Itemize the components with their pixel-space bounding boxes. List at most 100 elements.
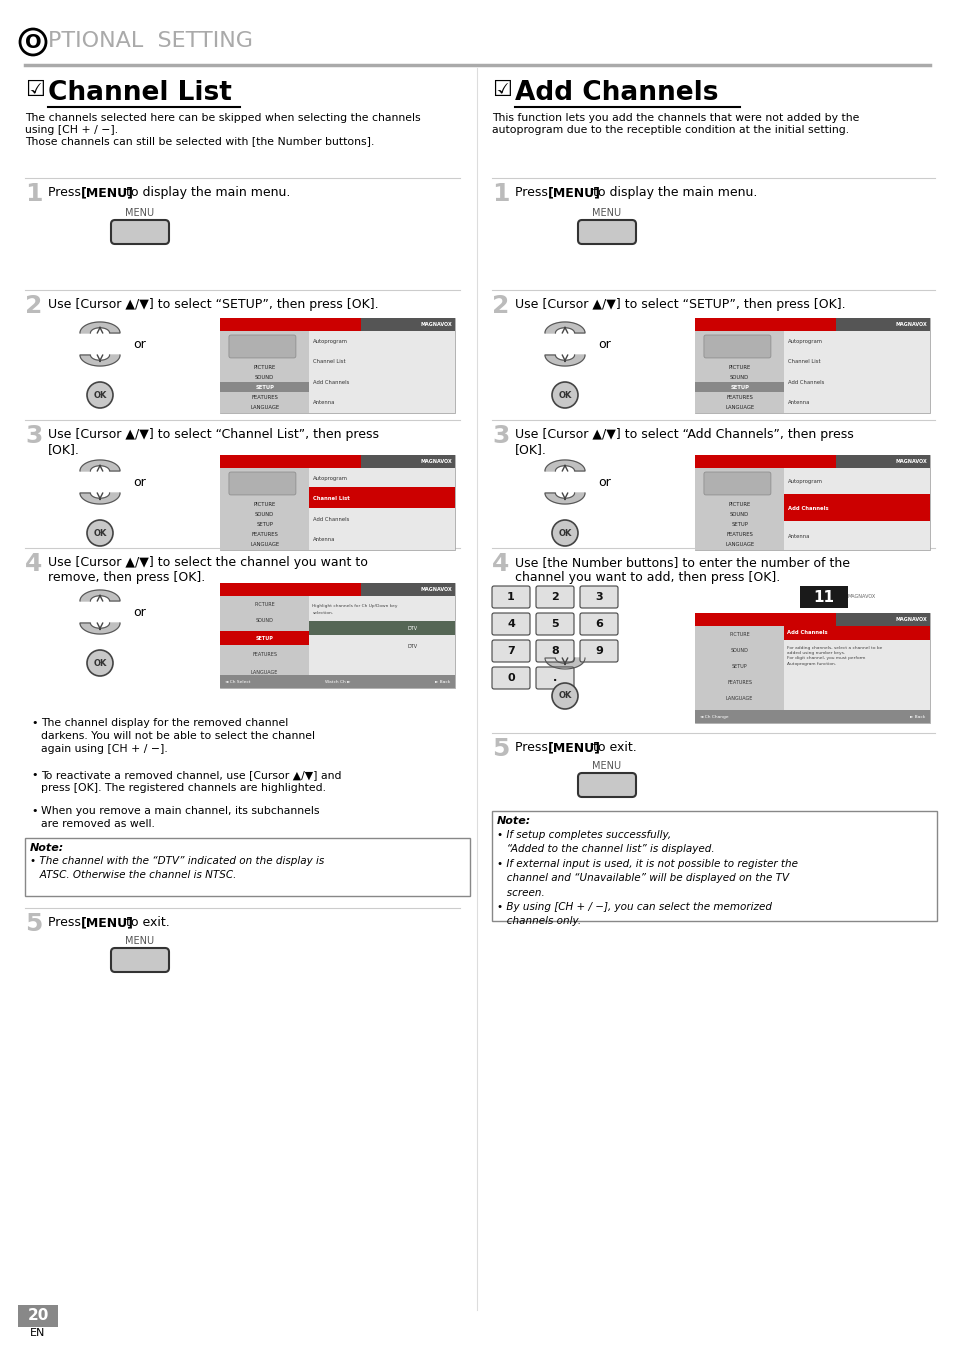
Text: MENU: MENU: [592, 208, 621, 218]
Text: 9: 9: [595, 646, 602, 656]
Text: MENU: MENU: [592, 762, 621, 771]
Bar: [783, 625, 929, 640]
Bar: [309, 488, 455, 508]
Text: 0: 0: [507, 673, 515, 683]
Text: PTIONAL  SETTING: PTIONAL SETTING: [48, 31, 253, 51]
Text: 5: 5: [25, 913, 42, 936]
Text: Channel List: Channel List: [313, 360, 346, 364]
Bar: [25, 838, 470, 896]
Text: LANGUAGE: LANGUAGE: [250, 542, 279, 547]
Bar: [220, 582, 455, 596]
Text: or: or: [133, 607, 146, 619]
Text: 5: 5: [492, 737, 509, 762]
Text: MAGNAVOX: MAGNAVOX: [894, 617, 926, 621]
Polygon shape: [80, 460, 120, 470]
Text: or: or: [598, 338, 611, 350]
Text: Use [Cursor ▲/▼] to select the channel you want to
remove, then press [OK].: Use [Cursor ▲/▼] to select the channel y…: [48, 555, 368, 584]
Bar: [18, 1305, 58, 1326]
Text: MAGNAVOX: MAGNAVOX: [420, 460, 452, 464]
Text: ◄ Ch Select: ◄ Ch Select: [225, 679, 251, 683]
Text: LANGUAGE: LANGUAGE: [250, 406, 279, 410]
Bar: [220, 456, 455, 468]
Bar: [220, 631, 309, 644]
Text: •: •: [30, 806, 37, 816]
Text: ☑: ☑: [25, 80, 45, 100]
Text: Press: Press: [48, 186, 85, 200]
Text: .: .: [553, 673, 557, 683]
Circle shape: [20, 30, 46, 55]
Text: Watch Ch ►: Watch Ch ►: [324, 679, 350, 683]
Circle shape: [552, 520, 578, 546]
Text: PICTURE: PICTURE: [254, 601, 274, 607]
FancyBboxPatch shape: [536, 640, 574, 662]
Text: 1: 1: [492, 182, 509, 206]
FancyBboxPatch shape: [703, 336, 770, 359]
Text: Press: Press: [515, 741, 551, 754]
Bar: [695, 625, 783, 723]
Text: DTV: DTV: [407, 625, 416, 631]
Text: Highlight channels for Ch Up/Down key: Highlight channels for Ch Up/Down key: [312, 604, 397, 608]
Text: Channel List: Channel List: [787, 360, 821, 364]
Text: or: or: [133, 338, 146, 350]
Polygon shape: [544, 493, 584, 504]
Bar: [220, 456, 360, 468]
Bar: [695, 613, 835, 625]
FancyBboxPatch shape: [229, 336, 295, 359]
Bar: [220, 582, 360, 596]
Text: 20: 20: [28, 1309, 49, 1324]
Text: MENU: MENU: [125, 936, 154, 946]
Text: FEATURES: FEATURES: [251, 395, 277, 400]
Text: 1: 1: [507, 592, 515, 603]
Text: 4: 4: [25, 551, 42, 576]
Text: LANGUAGE: LANGUAGE: [725, 696, 753, 701]
Text: 4: 4: [492, 551, 509, 576]
Text: Add Channels: Add Channels: [786, 631, 827, 635]
Circle shape: [87, 520, 112, 546]
Bar: [695, 332, 783, 412]
Text: •: •: [30, 770, 37, 780]
Text: PICTURE: PICTURE: [253, 501, 275, 507]
Text: OK: OK: [93, 391, 107, 399]
FancyBboxPatch shape: [579, 640, 618, 662]
Text: [MENU]: [MENU]: [547, 741, 600, 754]
Text: SOUND: SOUND: [730, 647, 748, 652]
Text: 3: 3: [25, 425, 42, 448]
Text: LANGUAGE: LANGUAGE: [724, 542, 754, 547]
FancyBboxPatch shape: [536, 586, 574, 608]
Circle shape: [87, 381, 112, 408]
Text: SOUND: SOUND: [729, 375, 748, 380]
Text: MAGNAVOX: MAGNAVOX: [894, 322, 926, 328]
Text: OK: OK: [93, 528, 107, 538]
Text: SETUP: SETUP: [254, 386, 274, 390]
Bar: [695, 613, 929, 625]
Bar: [309, 621, 455, 635]
Text: SOUND: SOUND: [254, 512, 274, 516]
Text: ► Back: ► Back: [909, 714, 924, 718]
Text: FEATURES: FEATURES: [726, 679, 751, 685]
Text: FEATURES: FEATURES: [725, 532, 752, 538]
Text: This function lets you add the channels that were not added by the
autoprogram d: This function lets you add the channels …: [492, 113, 859, 135]
Text: Use [Cursor ▲/▼] to select “SETUP”, then press [OK].: Use [Cursor ▲/▼] to select “SETUP”, then…: [48, 298, 378, 311]
Polygon shape: [80, 355, 120, 367]
Text: O: O: [25, 32, 41, 51]
FancyBboxPatch shape: [578, 220, 636, 244]
Text: SETUP: SETUP: [729, 386, 748, 390]
Text: 4: 4: [507, 619, 515, 630]
FancyBboxPatch shape: [536, 613, 574, 635]
Text: • The channel with the “DTV” indicated on the display is
   ATSC. Otherwise the : • The channel with the “DTV” indicated o…: [30, 856, 324, 880]
FancyBboxPatch shape: [578, 772, 636, 797]
Text: MAGNAVOX: MAGNAVOX: [894, 460, 926, 464]
Text: •: •: [30, 718, 37, 728]
Text: SETUP: SETUP: [256, 522, 273, 527]
Bar: [220, 332, 309, 412]
Bar: [800, 586, 847, 608]
Bar: [220, 381, 309, 392]
Bar: [695, 318, 929, 332]
Text: • If setup completes successfully,
   “Added to the channel list” is displayed.
: • If setup completes successfully, “Adde…: [497, 830, 797, 926]
Text: OK: OK: [558, 391, 571, 399]
Bar: [220, 596, 309, 687]
Bar: [695, 318, 835, 332]
Text: The channel display for the removed channel
darkens. You will not be able to sel: The channel display for the removed chan…: [41, 718, 314, 755]
Text: PICTURE: PICTURE: [253, 364, 275, 369]
Text: MAGNAVOX: MAGNAVOX: [420, 322, 452, 328]
